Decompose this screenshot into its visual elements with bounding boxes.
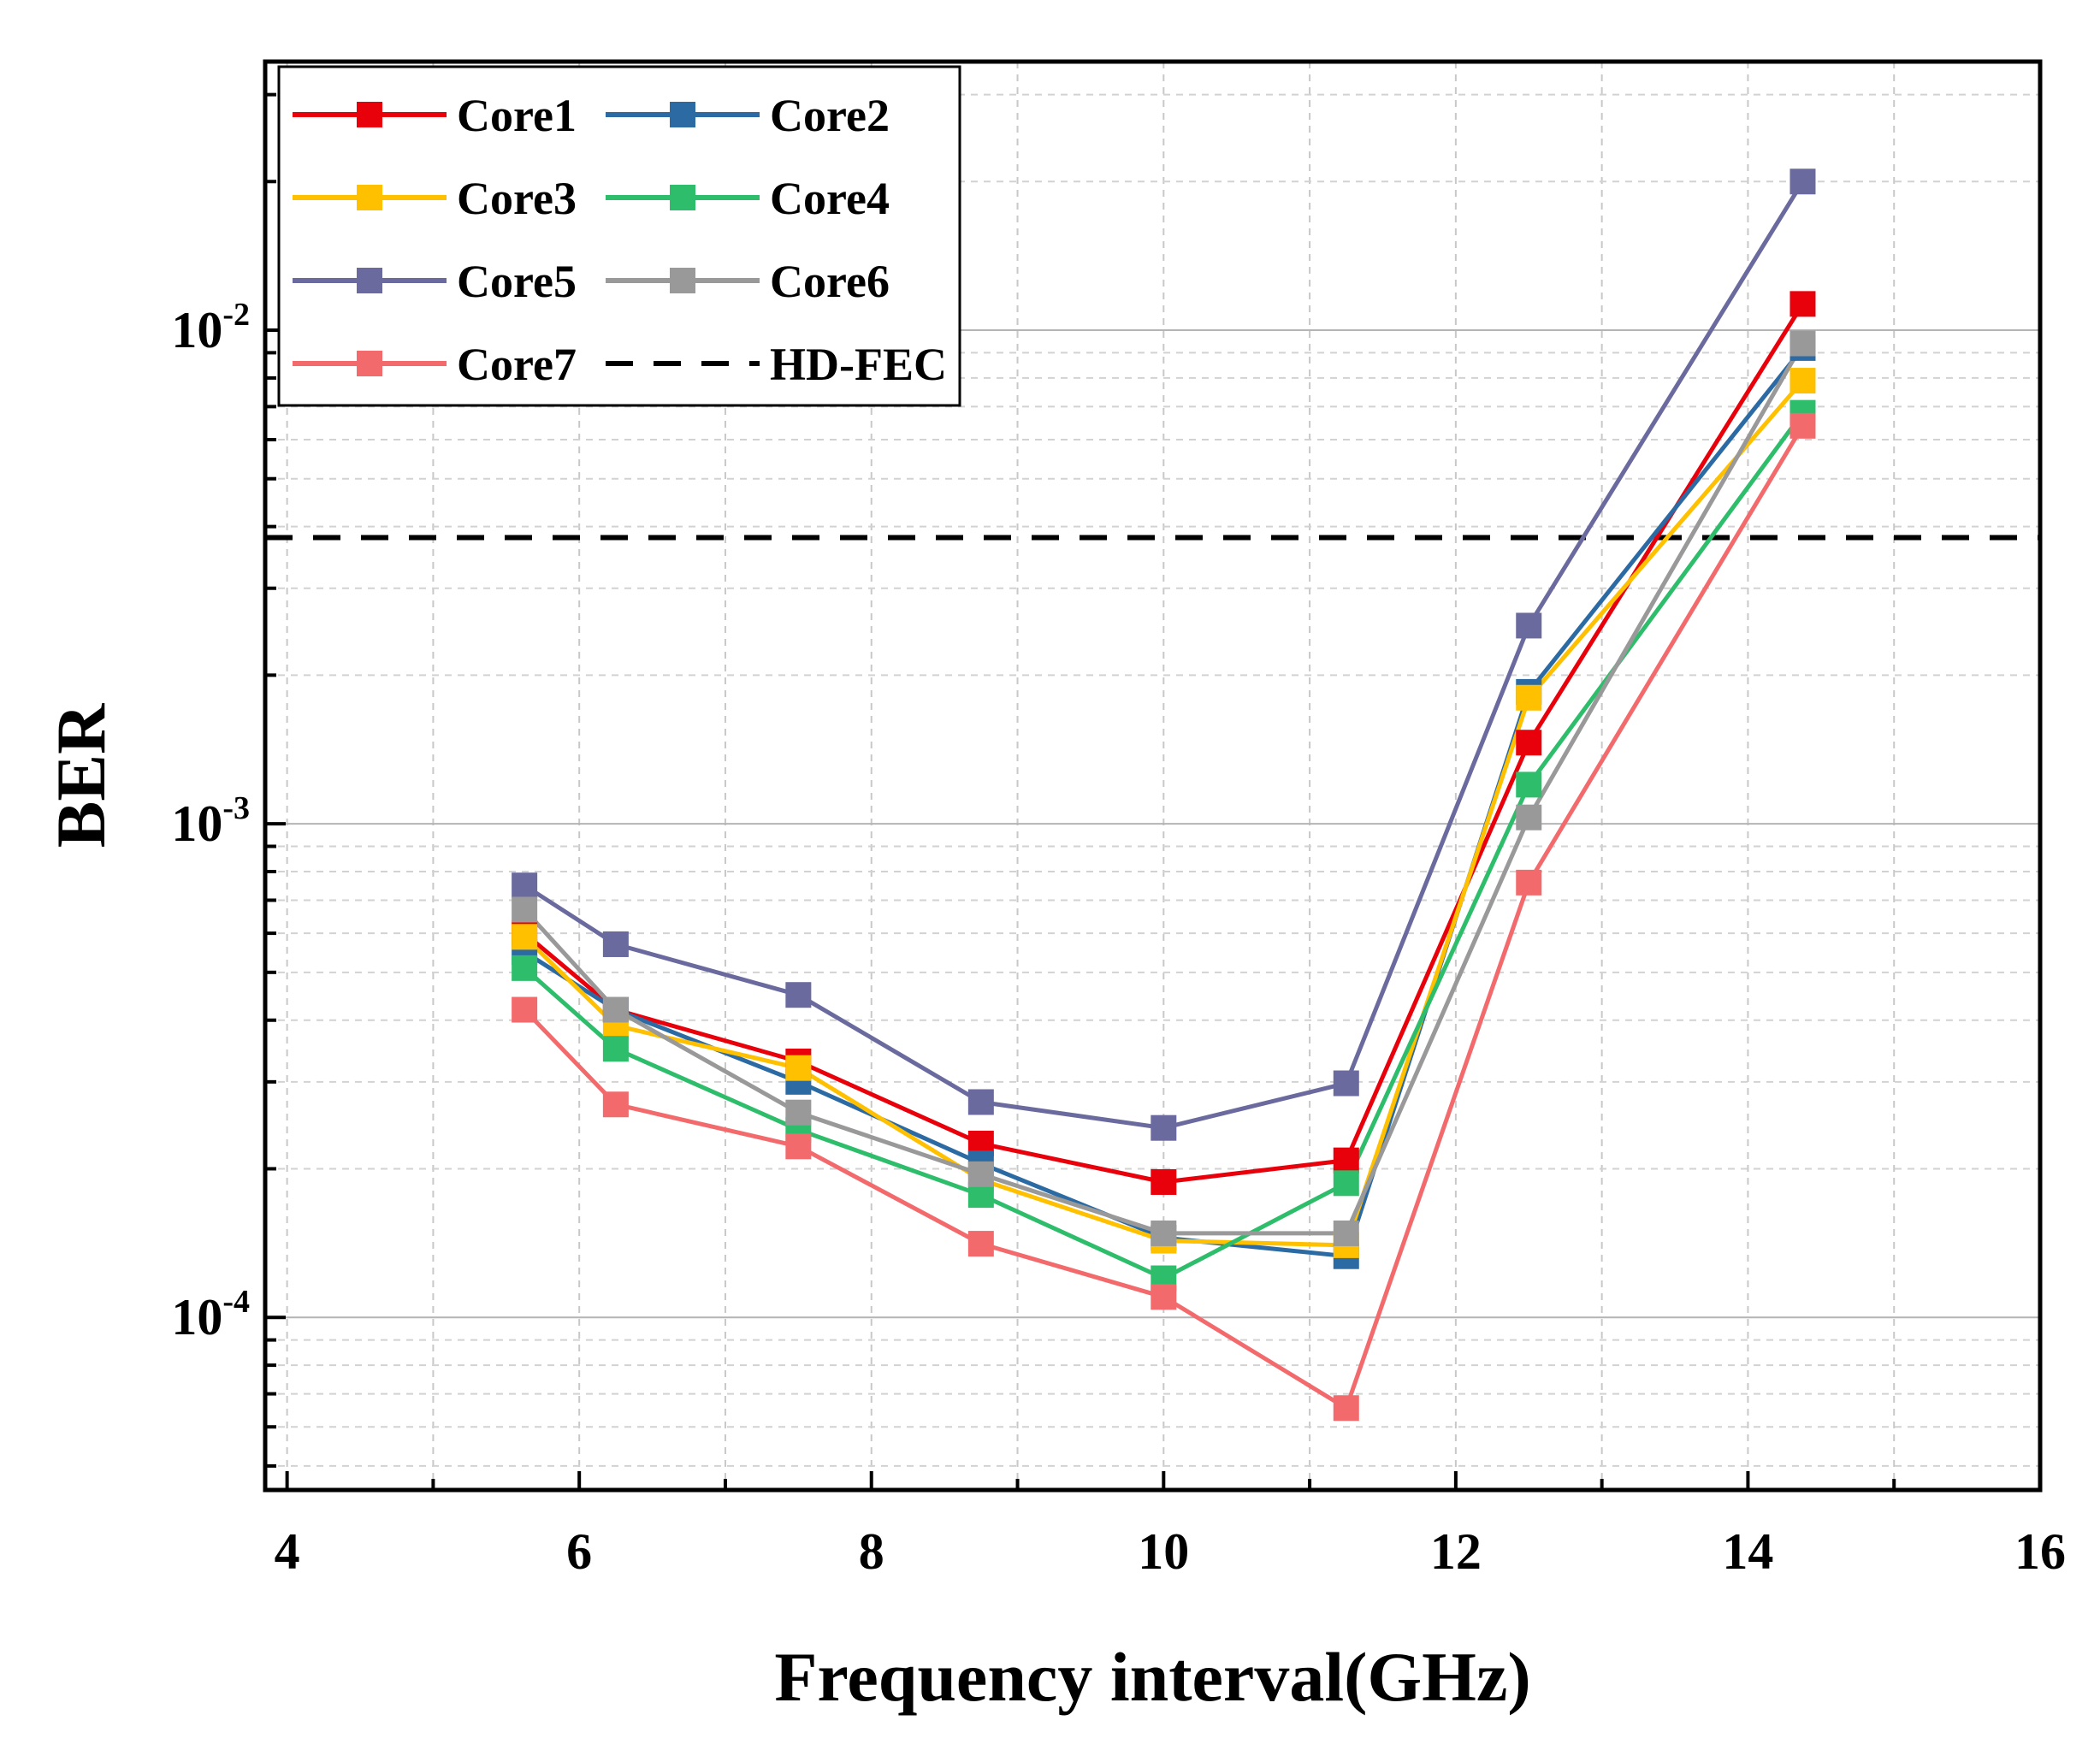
legend-core2-label: Core2 [770,90,890,141]
core5-marker [1151,1114,1177,1141]
core7-marker [602,1091,629,1118]
legend-core3-label: Core3 [457,173,577,224]
legend-core5-label: Core5 [457,256,577,307]
series-markers [512,168,1816,1422]
core1-marker [1789,291,1816,317]
legend: Core1 Core2 Core3 Core4 Core5 Core6 Core7 HD-FE… [277,65,961,407]
core5-marker [967,1089,994,1115]
core3-marker [1789,368,1816,394]
core3-marker [1516,684,1542,711]
core6-marker [1789,330,1816,357]
legend-core5-swatch-marker [357,268,382,293]
core3-marker [785,1055,812,1081]
legend-core6-swatch-marker [670,268,695,293]
legend-core7-label: Core7 [457,339,577,390]
core5-line [523,180,1805,1131]
core7-marker [1151,1284,1177,1310]
core7-marker [785,1133,812,1160]
legend-core1-label: Core1 [457,90,577,141]
core5-marker [1789,168,1816,195]
x-tick-label: 12 [1430,1523,1482,1580]
core6-marker [1151,1220,1177,1246]
core4-marker [1333,1170,1359,1197]
y-tick-base: 10 [171,795,222,852]
core1-line [523,303,1805,1185]
core1-marker [1516,730,1542,756]
core4-line [523,411,1805,1280]
series-lines [265,180,2040,1410]
y-tick-exponent: -4 [222,1284,250,1320]
core1-marker [1333,1147,1359,1174]
core4-marker [512,955,538,981]
x-tick-label: 8 [859,1523,884,1580]
legend-core2-swatch-marker [670,102,695,127]
core6-marker [1333,1220,1359,1246]
y-tick-base: 10 [171,1289,222,1345]
y-tick-label: 10-3 [171,790,250,852]
x-tick-label: 6 [566,1523,592,1580]
legend-core7-swatch-marker [357,351,382,376]
legend-core6-label: Core6 [770,256,890,307]
core7-marker [512,996,538,1023]
y-tick-label: 10-4 [171,1284,250,1345]
y-tick-labels: 10-210-310-4 [171,297,250,1345]
core7-marker [1789,412,1816,439]
core6-marker [602,996,629,1023]
x-tick-label: 16 [2014,1523,2066,1580]
legend-hd-fec-label: HD-FEC [770,339,947,390]
core1-marker [1151,1168,1177,1195]
core7-marker [1333,1395,1359,1422]
x-tick-labels: 4 6 8 10 12 14 16 [275,1523,2066,1580]
x-axis-title: Frequency interval(GHz) [774,1638,1530,1716]
core5-marker [602,931,629,957]
y-axis-title: BER [42,703,120,848]
core6-marker [512,896,538,923]
core4-marker [1516,772,1542,798]
legend-core4-label: Core4 [770,173,890,224]
core5-marker [1516,612,1542,639]
core4-marker [602,1036,629,1062]
core5-marker [785,982,812,1008]
core6-marker [967,1161,994,1187]
core6-marker [1516,804,1542,831]
core5-marker [1333,1070,1359,1097]
core7-marker [967,1231,994,1257]
core6-line [523,342,1805,1236]
legend-core3-swatch-marker [357,185,382,210]
legend-core4-swatch-marker [670,185,695,210]
legend-box [277,65,961,407]
y-tick-label: 10-2 [171,297,250,358]
x-tick-label: 14 [1722,1523,1773,1580]
x-tick-label: 10 [1138,1523,1189,1580]
plot-frame [263,59,2043,1493]
core7-marker [1516,869,1542,896]
grid [265,62,2041,1490]
core6-marker [785,1099,812,1126]
y-tick-exponent: -2 [222,297,250,333]
y-tick-exponent: -3 [222,790,250,826]
axis-ticks [265,92,2042,1490]
y-tick-base: 10 [171,302,222,358]
core3-line [523,379,1805,1248]
core7-line [523,424,1805,1410]
core5-marker [512,872,538,899]
x-tick-label: 4 [275,1523,300,1580]
legend-core1-swatch-marker [357,102,382,127]
core3-marker [512,924,538,950]
